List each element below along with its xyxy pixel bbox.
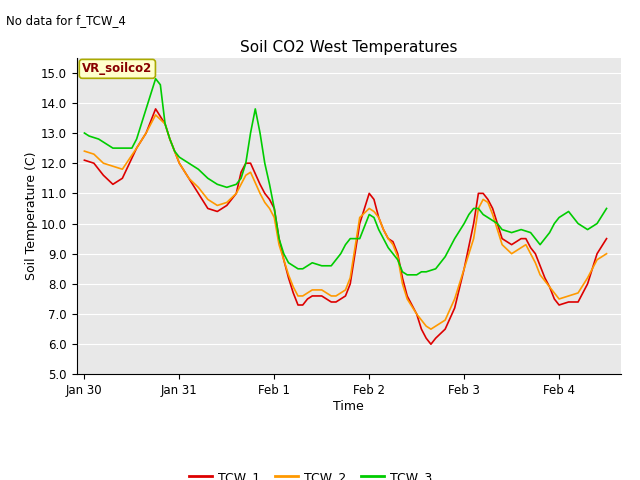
Text: No data for f_TCW_4: No data for f_TCW_4 — [6, 14, 126, 27]
TCW_1 — [403, 293, 411, 299]
TCW_3 — [527, 230, 534, 236]
TCW_2 — [603, 251, 611, 257]
TCW_2 — [81, 148, 88, 154]
TCW_2 — [451, 296, 458, 302]
TCW_1 — [603, 236, 611, 241]
TCW_2 — [546, 284, 554, 290]
TCW_3 — [90, 135, 98, 141]
Line: TCW_3: TCW_3 — [84, 79, 607, 275]
Y-axis label: Soil Temperature (C): Soil Temperature (C) — [25, 152, 38, 280]
TCW_1 — [152, 106, 159, 112]
TCW_3 — [479, 212, 487, 217]
TCW_1 — [81, 157, 88, 163]
TCW_1 — [546, 284, 554, 290]
TCW_2 — [403, 296, 411, 302]
TCW_3 — [81, 130, 88, 136]
TCW_2 — [427, 326, 435, 332]
TCW_1 — [337, 296, 344, 302]
TCW_2 — [399, 281, 406, 287]
TCW_3 — [328, 263, 335, 269]
TCW_2 — [422, 323, 430, 329]
TCW_3 — [100, 139, 108, 145]
TCW_2 — [152, 112, 159, 118]
TCW_3 — [603, 205, 611, 211]
TCW_2 — [337, 290, 344, 296]
Title: Soil CO2 West Temperatures: Soil CO2 West Temperatures — [240, 40, 458, 55]
TCW_1 — [399, 275, 406, 281]
TCW_1 — [427, 341, 435, 347]
TCW_1 — [422, 336, 430, 341]
TCW_3 — [152, 76, 159, 82]
Text: VR_soilco2: VR_soilco2 — [82, 62, 152, 75]
TCW_3 — [403, 272, 411, 278]
Line: TCW_1: TCW_1 — [84, 109, 607, 344]
Legend: TCW_1, TCW_2, TCW_3: TCW_1, TCW_2, TCW_3 — [184, 466, 437, 480]
Line: TCW_2: TCW_2 — [84, 115, 607, 329]
TCW_3 — [128, 145, 136, 151]
TCW_1 — [451, 305, 458, 311]
X-axis label: Time: Time — [333, 400, 364, 413]
